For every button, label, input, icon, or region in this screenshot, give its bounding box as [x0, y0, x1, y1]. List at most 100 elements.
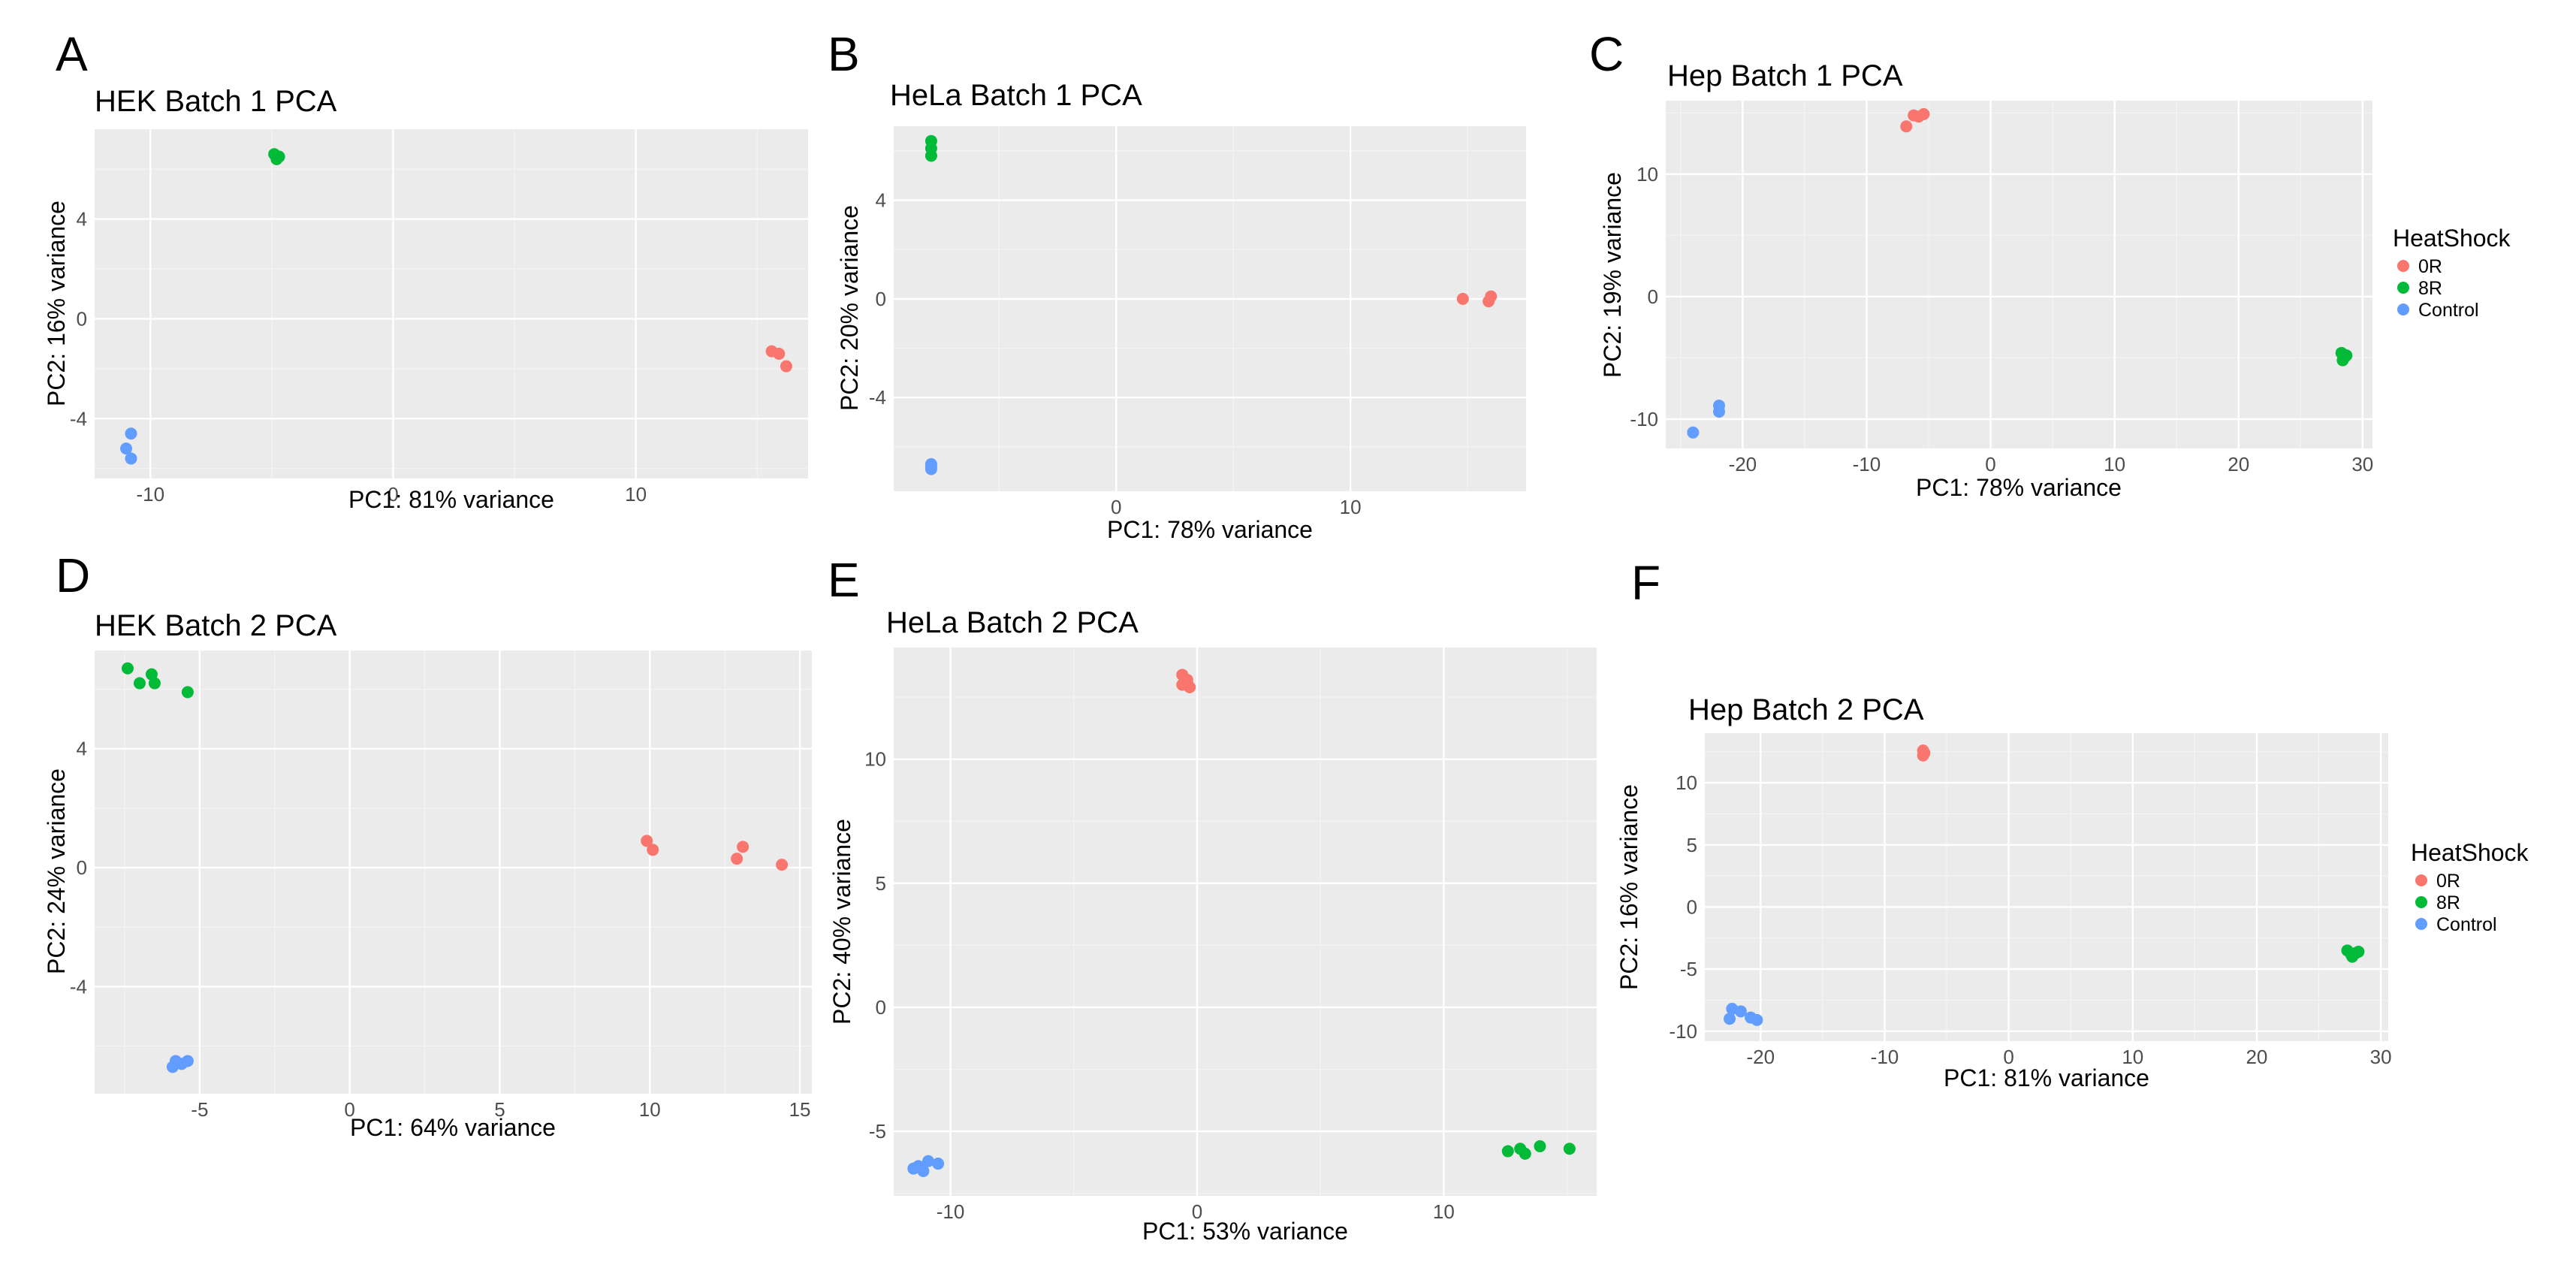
- data-point-control: [932, 1158, 945, 1170]
- x-tick-label: -10: [137, 483, 165, 506]
- x-tick-label: 0: [1985, 453, 1995, 475]
- x-tick-label: 20: [2228, 453, 2249, 475]
- legend-label-control: Control: [2436, 914, 2497, 935]
- x-tick-label: -10: [1871, 1046, 1899, 1068]
- legend-dot-0r: [2397, 260, 2409, 272]
- y-axis-label: PC2: 16% variance: [1615, 784, 1642, 990]
- x-tick-label: -10: [1853, 453, 1881, 475]
- chart-title: HEK Batch 2 PCA: [95, 609, 337, 642]
- y-tick-label: 10: [1676, 771, 1697, 794]
- panel-a: A HEK Batch 1 PCA -10 0 10 -4 0 4 PC1: 81% v…: [43, 27, 808, 513]
- chart-title: Hep Batch 1 PCA: [1667, 59, 1903, 92]
- panel-c: C Hep Batch 1 PCA -20 -10 0 10 20 30 -10 0 10 P…: [1589, 27, 2373, 501]
- data-point-8r: [181, 686, 194, 699]
- y-tick-labels: -10 -5 0 5 10: [1669, 771, 1697, 1043]
- y-tick-label: -4: [70, 975, 87, 998]
- panel-letter: D: [56, 548, 90, 602]
- data-points: [120, 148, 792, 465]
- panel-f: F Hep Batch 2 PCA -20 -10 0 10 20 30 -10 -5 0 5 1…: [1615, 556, 2392, 1091]
- x-tick-label: 0: [344, 1098, 354, 1121]
- plot-background: [1666, 101, 2372, 448]
- y-tick-label: -4: [869, 386, 886, 409]
- data-points: [907, 669, 1576, 1177]
- x-axis-label: PC1: 81% variance: [1944, 1064, 2149, 1091]
- grid: [1705, 733, 2388, 1041]
- grid: [894, 126, 1526, 491]
- grid: [95, 651, 812, 1094]
- x-tick-label: 0: [388, 483, 398, 506]
- y-tick-label: 4: [77, 208, 87, 231]
- legend-dot-8r: [2397, 282, 2409, 294]
- data-point-control: [125, 452, 137, 465]
- x-tick-labels: -10 0 10: [937, 1200, 1455, 1223]
- x-tick-label: 30: [2370, 1046, 2392, 1068]
- data-point-control: [1751, 1013, 1763, 1026]
- data-point-8r: [925, 149, 937, 162]
- x-tick-label: -10: [937, 1200, 965, 1223]
- legend-label-8r: 8R: [2418, 278, 2442, 299]
- data-point-8r: [121, 662, 134, 675]
- data-point-0r: [647, 844, 659, 856]
- x-tick-label: 0: [2003, 1046, 2013, 1068]
- data-point-8r: [2340, 349, 2353, 362]
- legend-dot-0r: [2415, 874, 2427, 886]
- data-point-0r: [1918, 747, 1931, 759]
- y-tick-label: 0: [77, 307, 87, 330]
- y-axis-label: PC2: 40% variance: [828, 819, 855, 1025]
- data-point-8r: [133, 677, 146, 690]
- y-tick-labels: -4 0 4: [869, 189, 886, 409]
- data-point-control: [1724, 1013, 1736, 1025]
- data-point-control: [1712, 406, 1725, 418]
- data-point-8r: [2352, 945, 2365, 958]
- data-point-0r: [1917, 107, 1930, 120]
- data-point-control: [907, 1162, 920, 1175]
- legend-bottom: HeatShock 0R 8R Control: [2411, 839, 2529, 935]
- data-point-8r: [1501, 1145, 1514, 1158]
- y-tick-label: -5: [869, 1120, 886, 1143]
- legend-dot-control: [2415, 918, 2427, 930]
- data-point-0r: [776, 859, 789, 871]
- x-tick-label: 10: [1433, 1200, 1455, 1223]
- plot-background: [95, 129, 808, 478]
- data-point-0r: [773, 347, 786, 360]
- panel-letter: A: [56, 27, 88, 81]
- x-tick-label: 10: [625, 483, 647, 506]
- x-tick-label: -5: [191, 1098, 208, 1121]
- y-tick-label: 0: [876, 288, 886, 310]
- data-point-0r: [731, 853, 744, 865]
- x-axis-label: PC1: 53% variance: [1142, 1218, 1348, 1245]
- y-tick-label: 4: [77, 738, 87, 760]
- data-point-control: [120, 442, 133, 455]
- data-point-control: [925, 460, 937, 473]
- legend-label-8r: 8R: [2436, 892, 2460, 913]
- y-tick-label: -5: [1680, 958, 1697, 980]
- y-tick-label: 5: [1687, 834, 1697, 856]
- y-axis-label: PC2: 20% variance: [836, 205, 863, 411]
- x-tick-label: 30: [2351, 453, 2373, 475]
- x-tick-label: 5: [494, 1098, 505, 1121]
- chart-title: HeLa Batch 2 PCA: [886, 606, 1139, 639]
- plot-background: [894, 126, 1526, 491]
- chart-title: Hep Batch 2 PCA: [1688, 693, 1924, 726]
- panel-letter: F: [1631, 556, 1661, 610]
- plot-background: [1705, 733, 2388, 1041]
- panel-letter: C: [1589, 27, 1624, 81]
- data-point-control: [1687, 426, 1700, 439]
- panel-e: E HeLa Batch 2 PCA -10 0 10 -5 0 5 10 PC1: 53…: [828, 553, 1597, 1245]
- x-axis-label: PC1: 78% variance: [1107, 516, 1313, 543]
- data-points: [925, 134, 1498, 475]
- x-tick-label: 0: [1192, 1200, 1202, 1223]
- chart-title: HEK Batch 1 PCA: [95, 85, 337, 118]
- grid: [95, 129, 808, 478]
- data-point-control: [175, 1058, 188, 1070]
- y-tick-label: 0: [1687, 895, 1697, 918]
- y-tick-label: 4: [876, 189, 886, 212]
- panel-b: B HeLa Batch 1 PCA 0 10 -4 0 4 PC1: 78% var…: [828, 27, 1526, 543]
- y-tick-label: -10: [1669, 1020, 1697, 1043]
- y-tick-label: 0: [876, 996, 886, 1019]
- x-tick-label: 10: [1340, 496, 1362, 518]
- x-tick-labels: -20 -10 0 10 20 30: [1747, 1046, 2392, 1068]
- panel-letter: B: [828, 27, 860, 81]
- y-axis-label: PC2: 16% variance: [43, 201, 70, 406]
